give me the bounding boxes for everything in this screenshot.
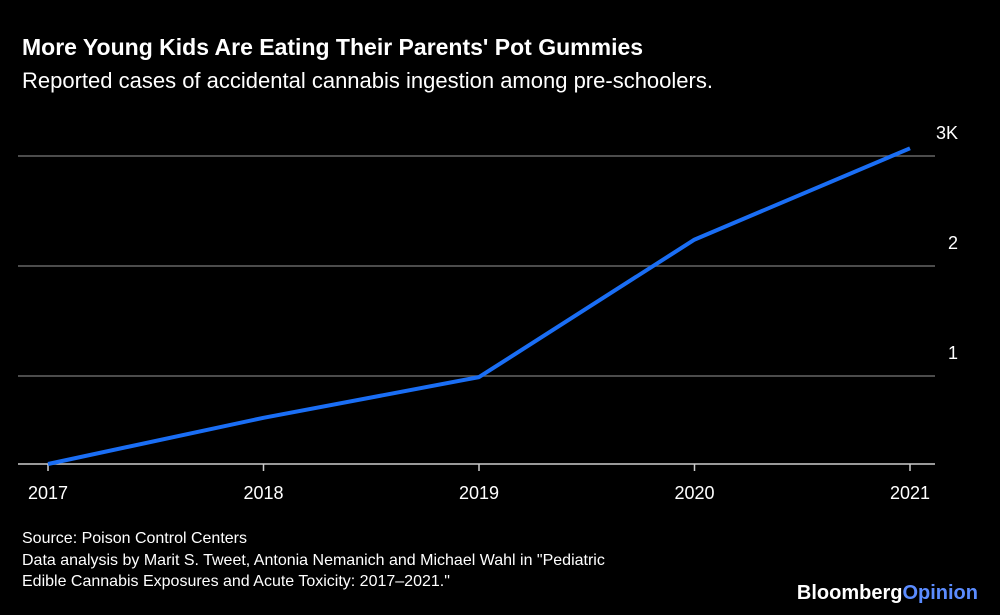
x-tick-label: 2020 [674, 483, 714, 503]
logo-brand: Bloomberg [797, 582, 903, 604]
x-tick-label: 2017 [28, 483, 68, 503]
chart-title: More Young Kids Are Eating Their Parents… [22, 34, 643, 60]
x-tick-label: 2021 [890, 483, 930, 503]
line-series [47, 146, 911, 466]
note: Edible Cannabis Exposures and Acute Toxi… [22, 573, 450, 590]
logo: BloombergOpinion [797, 582, 978, 604]
note: Data analysis by Marit S. Tweet, Antonia… [22, 552, 605, 569]
y-tick-label: 1 [948, 343, 958, 363]
source: Source: Poison Control Centers [22, 530, 247, 547]
logo-opinion: Opinion [902, 582, 978, 604]
y-tick-label: 2 [948, 233, 958, 253]
x-tick-label: 2019 [459, 483, 499, 503]
chart-subtitle: Reported cases of accidental cannabis in… [22, 68, 713, 93]
x-tick-label: 2018 [243, 483, 283, 503]
y-tick-label: 3K [936, 123, 958, 143]
